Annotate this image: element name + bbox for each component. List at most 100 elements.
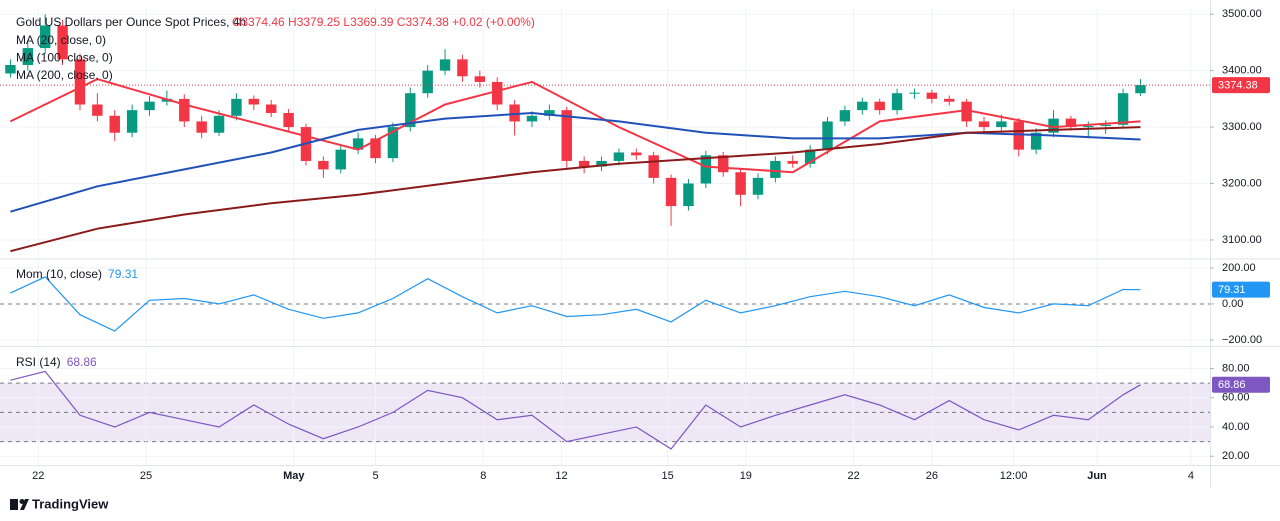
candle-body	[648, 155, 659, 178]
candle-body	[335, 149, 346, 170]
legend-entry: Mom (10, close)	[16, 267, 102, 281]
y-tick-label: 80.00	[1222, 362, 1250, 374]
y-tick-label: 3300.00	[1222, 121, 1262, 133]
candle-body	[1083, 125, 1094, 128]
candle-body	[57, 25, 68, 60]
pane: 200.00 0.00 −200.00 79.31 Mom (10, close) 79.…	[0, 260, 1270, 346]
candle-body	[92, 104, 103, 116]
y-tick-label: 20.00	[1222, 450, 1250, 462]
legend-entry: RSI (14)	[16, 355, 61, 369]
candle-body	[144, 101, 155, 111]
candle-body	[265, 104, 277, 113]
candle-body	[700, 155, 712, 184]
candle-body	[283, 112, 294, 128]
y-tick-label: 3100.00	[1222, 234, 1262, 246]
x-tick-label: 26	[926, 470, 938, 482]
legend-entry: MA (200, close, 0)	[16, 68, 113, 82]
candle-body	[926, 92, 938, 99]
candle-body	[231, 98, 242, 116]
pane: 80.00 60.00 40.00 20.00 68.86 RSI (14) 68.86	[0, 348, 1270, 465]
last-value-label: 79.31	[1218, 284, 1246, 296]
candle-body	[874, 101, 885, 111]
candle-body	[352, 138, 364, 150]
x-tick-label: 8	[480, 470, 486, 482]
x-tick-label: May	[283, 470, 305, 482]
y-tick-label: 40.00	[1222, 421, 1250, 433]
y-tick-label: −200.00	[1222, 334, 1262, 346]
candle-body	[387, 127, 399, 159]
candle-body	[578, 160, 590, 167]
candle-body	[422, 70, 433, 94]
candle-body	[735, 172, 746, 195]
candle-body	[5, 64, 16, 74]
y-tick-label: 0.00	[1222, 298, 1243, 310]
last-value-box	[1212, 77, 1270, 94]
candle-body	[561, 110, 572, 161]
candle-body	[213, 115, 225, 133]
x-tick-label: 5	[372, 470, 378, 482]
last-value-box	[1212, 376, 1270, 393]
candle-body	[631, 152, 642, 156]
candle-body	[526, 115, 538, 122]
series-line	[9, 78, 1141, 174]
x-tick-label: 15	[661, 470, 673, 482]
candle-body	[474, 76, 486, 82]
ohlc-text: O3374.46 H3379.25 L3369.39 C3374.38 +0.0…	[232, 15, 535, 29]
candle-body	[613, 152, 625, 161]
candle-body	[509, 104, 520, 122]
candle-body	[179, 98, 190, 122]
candle-body	[109, 115, 120, 133]
x-tick-label: Jun	[1087, 470, 1107, 482]
series-line	[10, 276, 1141, 332]
candle-body	[405, 93, 416, 128]
candle-body	[22, 48, 34, 65]
last-value-label: 3374.38	[1218, 80, 1258, 92]
candle-body	[961, 101, 972, 122]
rsi-band	[0, 383, 1210, 442]
candle-body	[1048, 118, 1059, 133]
candle-body	[370, 138, 381, 159]
x-tick-label: 22	[32, 470, 44, 482]
candle-body	[804, 149, 816, 164]
tradingview-logo	[10, 499, 29, 510]
legend-value: 79.31	[108, 267, 138, 281]
candle-body	[996, 121, 1007, 128]
candle-body	[683, 183, 694, 207]
candle-body	[909, 92, 920, 94]
x-tick-label: 4	[1188, 470, 1194, 482]
candle-body	[822, 121, 833, 150]
candle-body	[39, 25, 51, 49]
last-value-box	[1212, 281, 1270, 298]
candle-body	[1117, 93, 1129, 125]
candle-body	[839, 110, 851, 122]
candle-body	[491, 81, 503, 105]
chart-title: Gold US Dollars per Ounce Spot Prices, 4…	[16, 15, 246, 29]
series-line	[10, 126, 1141, 253]
y-tick-label: 60.00	[1222, 392, 1250, 404]
candle-body	[944, 98, 955, 102]
y-tick-label: 3400.00	[1222, 65, 1262, 77]
x-tick-label: 25	[140, 470, 152, 482]
candle-body	[318, 160, 329, 170]
y-tick-label: 200.00	[1222, 262, 1256, 274]
series-line	[10, 370, 1141, 450]
x-tick-label: 12	[555, 470, 567, 482]
candle-body	[1100, 124, 1111, 126]
candle-body	[1013, 121, 1024, 150]
last-value-label: 68.86	[1218, 379, 1246, 391]
x-tick-label: 12:00	[1000, 470, 1028, 482]
candle-body	[126, 110, 138, 133]
y-tick-label: 3200.00	[1222, 177, 1262, 189]
candle-body	[787, 160, 798, 164]
candle-body	[248, 98, 260, 105]
legend-value: 68.86	[67, 355, 97, 369]
candle-body	[596, 160, 607, 167]
candle-body	[1030, 132, 1042, 150]
candle-body	[857, 101, 868, 111]
x-tick-label: 19	[740, 470, 752, 482]
candle-body	[665, 177, 677, 207]
legend-entry: MA (20, close, 0)	[16, 33, 106, 47]
candle-body	[439, 59, 451, 71]
candle-body	[770, 160, 781, 178]
